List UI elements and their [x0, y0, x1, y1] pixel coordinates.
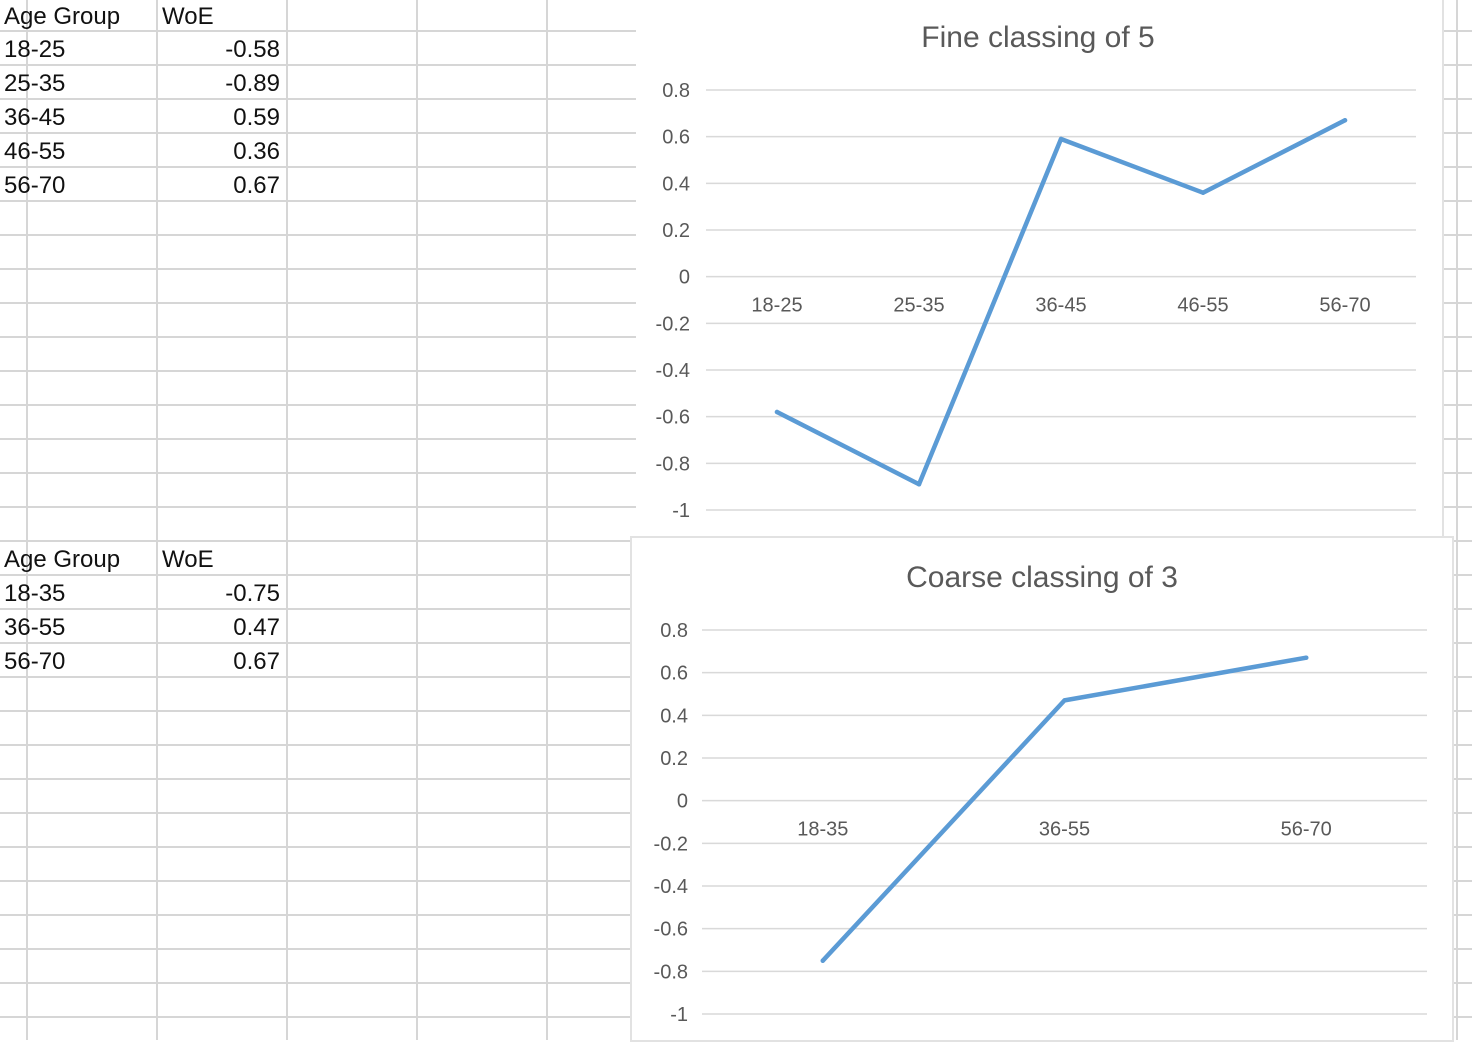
y-tick-label: 0	[677, 791, 688, 813]
cell-age-group[interactable]: 18-35	[4, 580, 66, 607]
chart-title: Coarse classing of 3	[906, 561, 1178, 594]
header-woe[interactable]: WoE	[162, 546, 214, 573]
x-category-label: 36-45	[1035, 295, 1086, 317]
chart-coarse-classing[interactable]: Coarse classing of 3 0.8 0.6 0.4 0.2 0 -0.2 -0…	[630, 536, 1454, 1042]
y-tick-label: -0.4	[654, 876, 688, 898]
y-tick-label: 0.2	[662, 220, 690, 242]
data-point	[1303, 655, 1309, 660]
cell-woe[interactable]: -0.75	[225, 580, 280, 607]
y-tick-label: -0.2	[654, 833, 688, 855]
cell-age-group[interactable]: 36-55	[4, 614, 66, 641]
data-point	[1062, 698, 1067, 703]
cell-woe[interactable]: 0.67	[233, 648, 280, 675]
data-point	[1058, 136, 1064, 142]
cell-woe[interactable]: 0.59	[233, 104, 280, 131]
y-tick-label: 0.8	[662, 80, 690, 102]
y-tick-label: -1	[672, 500, 690, 522]
y-tick-label: 0.6	[662, 127, 690, 149]
y-tick-label: 0	[679, 267, 690, 289]
y-tick-label: -0.8	[654, 961, 688, 983]
y-tick-label: -0.4	[656, 360, 690, 382]
x-category-label: 56-70	[1281, 819, 1332, 841]
y-tick-label: -0.6	[654, 919, 688, 941]
x-category-label: 46-55	[1177, 295, 1228, 317]
cell-woe[interactable]: -0.89	[225, 70, 280, 97]
y-tick-label: 0.4	[660, 705, 688, 727]
cell-woe[interactable]: -0.58	[225, 36, 280, 63]
y-tick-label: -1	[670, 1004, 688, 1026]
cell-woe[interactable]: 0.36	[233, 138, 280, 165]
y-tick-label: 0.6	[660, 663, 688, 685]
cell-age-group[interactable]: 36-45	[4, 104, 66, 131]
chart-coarse-classing-svg: Coarse classing of 3 0.8 0.6 0.4 0.2 0 -0.2 -0…	[654, 561, 1427, 1026]
x-category-label: 25-35	[893, 295, 944, 317]
y-tick-label: -0.2	[656, 313, 690, 335]
y-tick-label: 0.4	[662, 173, 690, 195]
chart-fine-classing[interactable]: Fine classing of 5 0.8 0.6 0.4 0.2 0 -0.2 -0.4…	[636, 0, 1444, 536]
x-category-label: 36-55	[1039, 819, 1090, 841]
cell-age-group[interactable]: 18-25	[4, 36, 66, 63]
x-category-label: 18-35	[797, 819, 848, 841]
data-point	[820, 958, 826, 963]
x-category-label: 56-70	[1319, 295, 1370, 317]
y-tick-label: -0.8	[656, 453, 690, 475]
data-point	[774, 409, 780, 415]
y-tick-label: -0.6	[656, 407, 690, 429]
chart-fine-classing-svg: Fine classing of 5 0.8 0.6 0.4 0.2 0 -0.2 -0.4…	[656, 21, 1416, 522]
chart-title: Fine classing of 5	[921, 21, 1154, 54]
cell-age-group[interactable]: 46-55	[4, 138, 66, 165]
header-age-group[interactable]: Age Group	[4, 3, 121, 30]
series-line	[820, 655, 1309, 963]
cell-woe[interactable]: 0.47	[233, 614, 280, 641]
cell-age-group[interactable]: 56-70	[4, 648, 66, 675]
y-tick-label: 0.2	[660, 748, 688, 770]
cell-age-group[interactable]: 56-70	[4, 172, 66, 199]
cell-age-group[interactable]: 25-35	[4, 70, 66, 97]
data-point	[1342, 118, 1348, 123]
header-woe[interactable]: WoE	[162, 3, 214, 30]
header-age-group[interactable]: Age Group	[4, 546, 121, 573]
data-point	[1200, 190, 1206, 195]
data-point	[916, 482, 922, 487]
y-tick-label: 0.8	[660, 620, 688, 642]
cell-woe[interactable]: 0.67	[233, 172, 280, 199]
x-category-label: 18-25	[751, 295, 802, 317]
